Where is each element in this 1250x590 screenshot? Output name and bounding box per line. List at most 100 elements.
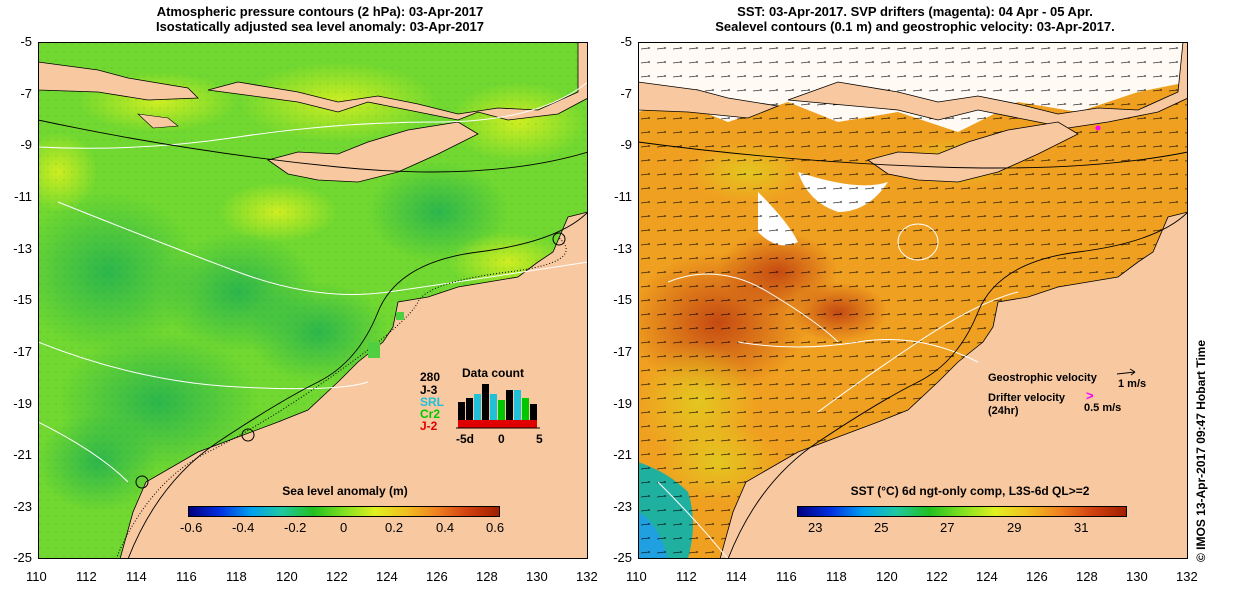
- count-bar: [530, 404, 537, 428]
- bathymetry-contour: [727, 211, 1188, 559]
- lat-label: -11: [14, 189, 32, 204]
- lat-label: -5: [620, 34, 632, 49]
- lon-label: 128: [476, 569, 498, 584]
- land-indonesia: [638, 81, 780, 119]
- count-tick: 5: [536, 432, 543, 446]
- land-indonesia: [207, 42, 588, 121]
- lon-label: 114: [126, 569, 147, 584]
- lat-label: -5: [20, 34, 32, 49]
- sst-map: [638, 42, 1188, 559]
- lat-label: -19: [13, 396, 32, 411]
- right-title-line2: Sealevel contours (0.1 m) and geostrophi…: [715, 19, 1115, 34]
- lat-label: -15: [613, 292, 632, 307]
- lat-label: -23: [13, 499, 32, 514]
- mission-j2: J-2: [420, 419, 438, 433]
- lon-label: 124: [976, 569, 998, 584]
- lat-label: -21: [613, 447, 632, 462]
- lat-label: -25: [613, 550, 632, 565]
- count-bar: [466, 398, 473, 428]
- right-lon-axis: 110 112 114 116 118 120 122 124 126 128 …: [626, 569, 1206, 585]
- lat-label: -7: [620, 86, 632, 101]
- left-lon-axis: 110 112 114 116 118 120 122 124 126 128 …: [26, 569, 606, 585]
- sla-speckle: [396, 312, 404, 320]
- sla-tick: -0.2: [284, 520, 307, 535]
- sealevel-contour: [817, 291, 1019, 413]
- lat-label: -19: [613, 396, 632, 411]
- left-title-line1: Atmospheric pressure contours (2 hPa): 0…: [156, 4, 484, 19]
- lon-label: 124: [376, 569, 398, 584]
- sst-colorbar: [797, 506, 1127, 517]
- pressure-contour: [38, 81, 588, 149]
- right-title-line1: SST: 03-Apr-2017. SVP drifters (magenta)…: [737, 4, 1093, 19]
- pressure-contour: [57, 201, 588, 295]
- sealevel-contour: [897, 223, 939, 261]
- lon-label: 120: [876, 569, 898, 584]
- left-title-line2: Isostatically adjusted sea level anomaly…: [155, 19, 485, 34]
- drifter-marker: [1095, 125, 1101, 131]
- geostrophic-scale-arrow: [1116, 368, 1136, 376]
- lat-label: -17: [13, 344, 32, 359]
- data-count-bars: [456, 384, 540, 429]
- imos-credit: © IMOS 13-Apr-2017 09:47 Hobart Time: [1194, 339, 1208, 562]
- count-tick: 0: [498, 432, 505, 446]
- track-marker: [552, 232, 566, 246]
- lat-label: -15: [13, 292, 32, 307]
- count-bar: [514, 390, 521, 428]
- sla-tick: -0.4: [232, 520, 255, 535]
- lat-label: -9: [20, 137, 32, 152]
- drifter-legend-scale: 0.5 m/s: [1084, 402, 1122, 414]
- sst-tick: 31: [1074, 520, 1089, 535]
- sla-tick: 0.4: [436, 520, 455, 535]
- land-indonesia: [787, 42, 1188, 129]
- sst-tick: 25: [874, 520, 889, 535]
- pressure-contour: [38, 341, 369, 390]
- lon-label: 118: [826, 569, 847, 584]
- lon-label: 110: [26, 569, 47, 584]
- sla-tick: 0.6: [486, 520, 505, 535]
- drifter-legend-period: (24hr): [988, 405, 1019, 417]
- lat-label: -23: [613, 499, 632, 514]
- lon-label: 112: [676, 569, 697, 584]
- drifter-legend-label: Drifter velocity: [988, 392, 1066, 404]
- sst-tick: 29: [1007, 520, 1022, 535]
- bathymetry-contour: [38, 119, 588, 173]
- lon-label: 120: [276, 569, 298, 584]
- sla-colorbar-ticks: -0.6 -0.4 -0.2 0 0.2 0.4 0.6: [180, 520, 510, 535]
- right-lat-axis: -5 -7 -9 -11 -13 -15 -17 -19 -21 -23 -25: [600, 34, 632, 565]
- lat-label: -11: [614, 189, 632, 204]
- data-count-max: 280: [420, 370, 441, 384]
- lon-label: 126: [426, 569, 448, 584]
- sea-level-anomaly-map: [38, 42, 588, 559]
- lon-label: 116: [776, 569, 797, 584]
- lat-label: -17: [613, 344, 632, 359]
- dotted-line: [115, 236, 567, 559]
- lon-label: 122: [326, 569, 348, 584]
- sla-speckle: [368, 342, 380, 358]
- sst-colorbar-ticks: 23 25 27 29 31: [800, 520, 1140, 535]
- sla-tick: -0.6: [180, 520, 203, 535]
- geostrophic-legend-scale: 1 m/s: [1118, 378, 1147, 390]
- plot-frame: [38, 42, 588, 559]
- data-count-title: Data count: [462, 366, 525, 380]
- data-count-inset: 280 Data count J-3 SRL Cr2 J-2 -5d 0 5: [420, 366, 560, 446]
- count-bar: [482, 384, 489, 428]
- bathymetry-contour: [127, 211, 588, 559]
- sst-tick: 23: [808, 520, 823, 535]
- lat-label: -7: [20, 86, 32, 101]
- sealevel-contour: [737, 339, 979, 363]
- count-bar: [474, 394, 481, 428]
- sealevel-contour: [667, 273, 839, 343]
- count-bar: [458, 402, 465, 428]
- count-bar: [522, 398, 529, 428]
- land-indonesia: [38, 61, 199, 101]
- lon-label: 116: [176, 569, 197, 584]
- lat-label: -13: [613, 241, 632, 256]
- lat-label: -9: [620, 137, 632, 152]
- track-marker: [135, 475, 149, 489]
- drifter-scale-arrow: >: [1086, 388, 1094, 403]
- count-bar-base: [458, 420, 537, 428]
- count-bar: [498, 400, 505, 428]
- lon-label: 112: [76, 569, 97, 584]
- count-bar: [490, 394, 497, 428]
- lat-label: -25: [13, 550, 32, 565]
